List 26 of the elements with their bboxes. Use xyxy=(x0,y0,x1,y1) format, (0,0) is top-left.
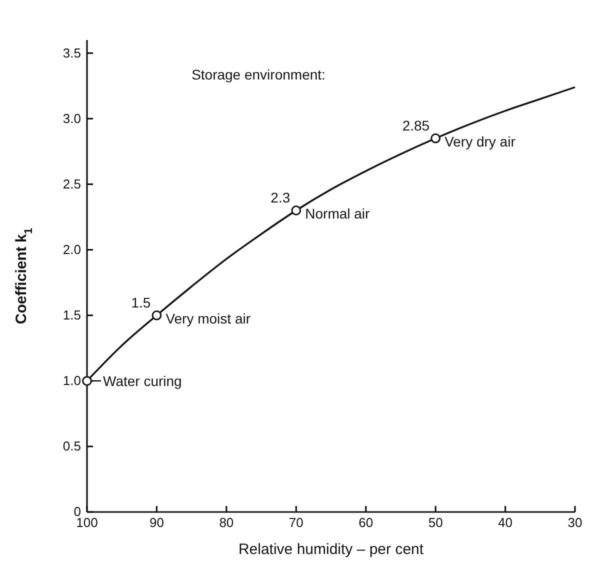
annotation: Storage environment: xyxy=(192,66,326,82)
x-axis-title: Relative humidity – per cent xyxy=(238,541,424,558)
annotation: Water curing xyxy=(103,372,182,389)
x-tick-label: 40 xyxy=(498,515,513,530)
point xyxy=(430,133,441,144)
y-tick-label: 0.5 xyxy=(62,438,81,454)
y-tick-label: 3.0 xyxy=(62,110,81,126)
data-label: 2.85 xyxy=(402,117,430,134)
x-tick-label: 90 xyxy=(149,515,164,530)
x-tick-label: 50 xyxy=(428,515,443,530)
x-tick-label: 80 xyxy=(219,515,234,530)
annotation: Normal air xyxy=(305,205,370,222)
y-tick-label: 1.5 xyxy=(62,307,81,322)
y-tick-label: 2.0 xyxy=(62,242,81,257)
data-label: 2.3 xyxy=(270,189,290,206)
x-tick-label: 60 xyxy=(358,515,374,530)
annotation: Very moist air xyxy=(166,310,251,326)
y-tick-label: 1.0 xyxy=(62,373,81,388)
y-tick-label: 2.5 xyxy=(62,176,81,192)
x-tick-label: 30 xyxy=(568,515,582,530)
y-tick-label: 3.5 xyxy=(62,45,81,60)
point xyxy=(152,310,162,320)
data-label: 1.5 xyxy=(131,294,151,310)
annotation: Very dry air xyxy=(444,133,516,150)
point xyxy=(291,206,302,216)
x-tick-label: 70 xyxy=(288,515,304,530)
